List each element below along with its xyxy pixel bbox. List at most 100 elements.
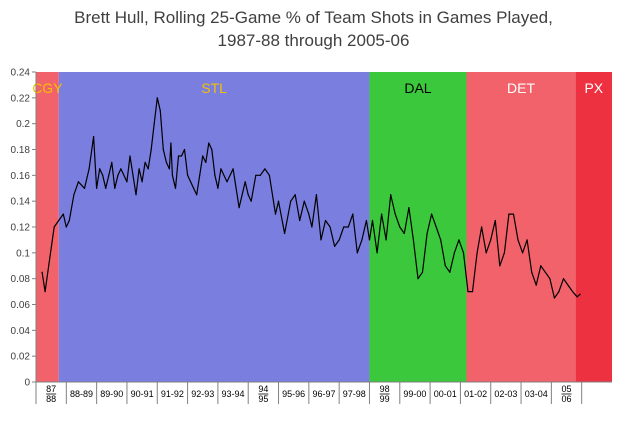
data-point — [334, 245, 336, 247]
data-point — [365, 219, 368, 222]
y-tick-label: 0.04 — [11, 326, 31, 337]
data-point — [277, 200, 280, 202]
data-point — [562, 278, 565, 280]
x-tick-label: 00-01 — [434, 389, 457, 399]
data-point — [180, 155, 183, 157]
data-point — [114, 187, 116, 189]
data-point — [440, 239, 442, 241]
data-point — [132, 174, 134, 176]
data-point — [220, 168, 222, 170]
data-point — [41, 271, 43, 273]
data-point — [238, 207, 240, 209]
data-point — [290, 200, 292, 202]
data-point — [211, 148, 213, 151]
data-point — [129, 155, 131, 157]
data-point — [499, 265, 501, 267]
data-point — [196, 194, 198, 196]
data-point — [453, 252, 455, 254]
data-point — [49, 258, 51, 260]
data-point — [381, 213, 383, 215]
y-tick-label: 0.08 — [11, 274, 31, 285]
team-band-px — [575, 72, 612, 382]
data-point — [444, 265, 446, 267]
data-point — [68, 219, 70, 222]
data-point — [255, 174, 257, 176]
data-point — [183, 148, 186, 151]
data-point — [247, 194, 249, 196]
data-point — [102, 174, 104, 176]
data-point — [371, 219, 374, 222]
data-point — [352, 213, 354, 215]
data-point — [412, 239, 415, 241]
data-point — [141, 181, 143, 183]
data-point — [535, 284, 537, 286]
data-point — [435, 226, 437, 228]
data-point — [426, 232, 428, 235]
data-point — [264, 168, 266, 170]
data-point — [315, 194, 318, 196]
data-point — [117, 174, 119, 176]
x-tick-label: 03-04 — [525, 389, 548, 399]
data-point — [244, 181, 246, 183]
x-tick-label: 91-92 — [161, 389, 184, 399]
x-tick-label: 02-03 — [494, 389, 517, 399]
data-point — [458, 239, 460, 241]
series-group — [41, 97, 581, 299]
data-point — [153, 123, 155, 125]
x-tick-label: 99 — [380, 394, 390, 404]
team-band-dal — [369, 72, 467, 382]
y-tick-label: 0.16 — [11, 171, 31, 182]
data-point — [250, 200, 252, 202]
data-point — [320, 239, 322, 241]
data-point — [311, 226, 313, 228]
data-point — [217, 187, 219, 189]
data-point — [308, 213, 310, 215]
data-point — [356, 252, 358, 254]
data-point — [268, 174, 271, 176]
y-tick-labels: 0 0.02 0.04 0.06 0.08 0.1 0.12 0.14 0.16 0.18 0.2 0… — [11, 68, 36, 389]
y-tick-label: 0.24 — [11, 68, 31, 79]
y-tick-label: 0.02 — [11, 352, 31, 363]
data-point — [403, 232, 405, 235]
series-line — [41, 97, 581, 299]
team-label-det: DET — [507, 80, 535, 96]
data-point — [177, 155, 180, 157]
data-point — [571, 290, 574, 293]
data-point — [105, 187, 107, 189]
data-point — [294, 194, 296, 196]
data-point — [531, 271, 533, 273]
team-label-cgy: CGY — [32, 80, 63, 96]
x-tick-label: 88 — [46, 394, 56, 404]
y-tick-label: 0.22 — [11, 93, 31, 104]
chart-title-line1: Brett Hull, Rolling 25-Game % of Team Sh… — [74, 8, 553, 27]
data-point — [376, 252, 378, 254]
data-point — [226, 181, 228, 183]
data-point — [449, 271, 451, 273]
data-point — [467, 290, 469, 293]
data-point — [481, 226, 483, 228]
data-point — [471, 290, 474, 293]
data-point — [274, 213, 277, 215]
x-tick-label: 94 — [258, 384, 268, 394]
data-point — [138, 168, 140, 170]
data-point — [303, 200, 305, 202]
data-point — [431, 213, 433, 215]
team-band-cgy — [36, 72, 59, 382]
chart-title: Brett Hull, Rolling 25-Game % of Team Sh… — [0, 6, 627, 52]
data-point — [494, 219, 496, 222]
team-label-stl: STL — [201, 80, 227, 96]
data-point — [96, 187, 98, 189]
y-tick-label: 0.06 — [11, 300, 31, 311]
x-tick-label: 90-91 — [131, 389, 154, 399]
y-tick-label: 0.14 — [11, 197, 31, 208]
data-point — [73, 194, 75, 196]
data-point — [299, 219, 301, 222]
data-point — [421, 271, 424, 273]
data-point — [120, 168, 122, 170]
data-point — [83, 187, 86, 189]
y-tick-label: 0.18 — [11, 145, 31, 156]
data-point — [144, 161, 146, 164]
data-point — [170, 142, 172, 144]
data-point — [485, 252, 487, 254]
